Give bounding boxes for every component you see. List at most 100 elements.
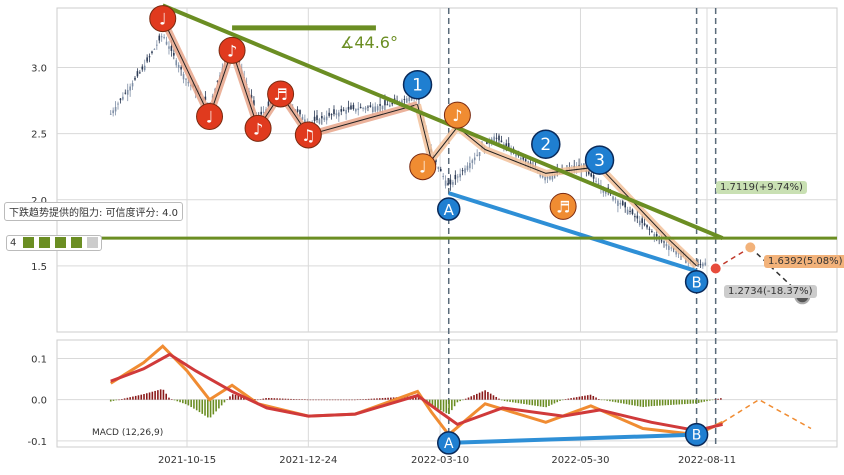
macd-hist-bar (639, 399, 642, 407)
candle-body (296, 109, 299, 112)
macd-hist-bar (301, 399, 303, 400)
macd-hist-bar (439, 399, 442, 411)
macd-hist-bar (623, 399, 625, 404)
candle-body (328, 112, 330, 116)
candle-body (675, 251, 677, 255)
macd-hist-bar (584, 395, 586, 400)
candle-body (364, 107, 367, 110)
macd-hist-bar (711, 399, 714, 401)
wave-marker-circle (402, 69, 433, 100)
candle-body (702, 263, 704, 267)
macd-hist-bar (256, 399, 259, 401)
candle-body (168, 46, 170, 49)
rating-star-icon (54, 237, 66, 248)
x-tick-label: 2021-10-15 (158, 455, 216, 466)
macd-hist-bar (628, 399, 631, 405)
macd-wave-marker-circle (684, 422, 709, 447)
macd-hist-bar (240, 396, 242, 400)
macd-hist-bar (162, 389, 165, 400)
note-marker-circle (267, 80, 295, 108)
macd-hist-bar (467, 397, 470, 400)
candle-body (655, 234, 658, 237)
candle-body (318, 119, 321, 124)
macd-hist-bar (118, 399, 120, 401)
candle-body (362, 107, 364, 109)
candle-body (478, 152, 481, 157)
macd-hist-bar (317, 399, 320, 401)
macd-hist-bar (445, 399, 448, 414)
candle-body (466, 165, 469, 170)
macd-hist-bar (154, 390, 156, 400)
macd-hist-bar (370, 398, 373, 400)
candle-body (403, 98, 406, 100)
macd-hist-bar (609, 399, 611, 402)
candle-body (139, 72, 141, 74)
candle-body (629, 210, 631, 212)
macd-hist-bar (525, 399, 528, 405)
candle-body (587, 169, 590, 175)
macd-hist-bar (415, 396, 417, 400)
macd-hist-bar (489, 393, 492, 400)
candle-body (617, 200, 619, 206)
macd-hist-bar (484, 390, 486, 400)
macd-hist-bar (359, 399, 362, 400)
candle-body (541, 174, 544, 178)
macd-hist-bar (614, 399, 617, 403)
candle-body (143, 65, 146, 71)
macd-hist-bar (689, 399, 692, 404)
macd-hist-bar (714, 399, 717, 400)
macd-hist-bar (187, 399, 190, 406)
macd-hist-bar (448, 399, 450, 415)
candle-body (299, 110, 301, 115)
note-marker-icon: ♬ (556, 197, 570, 216)
projection-up-dot (743, 240, 758, 255)
candle-body (182, 74, 185, 80)
x-tick-label: 2021-12-24 (279, 455, 337, 466)
candle-body (595, 180, 597, 182)
macd-hist-bar (365, 399, 367, 400)
macd-hist-bar (287, 398, 290, 400)
macd-hist-bar (606, 399, 608, 401)
macd-hist-bar (367, 398, 370, 400)
macd-hist-bar (681, 399, 683, 405)
macd-hist-bar (500, 399, 503, 401)
macd-hist-bar (559, 399, 561, 401)
candle-body (369, 105, 372, 108)
macd-hist-bar (672, 399, 675, 405)
macd-hist-bar (661, 399, 664, 406)
macd-hist-bar (592, 395, 595, 400)
macd-hist-bar (545, 399, 547, 408)
macd-hist-bar (126, 397, 129, 400)
candle-body (646, 224, 648, 228)
macd-hist-bar (309, 399, 312, 401)
candle-body (333, 109, 335, 115)
macd-y-tick-label: 0.1 (31, 355, 47, 366)
macd-wave-marker-label: B (692, 428, 702, 444)
macd-hist-bar (708, 399, 711, 401)
macd-hist-bar (123, 398, 126, 400)
candle-body (651, 231, 653, 233)
note-marker-circle (218, 36, 246, 64)
macd-hist-bar (284, 398, 287, 400)
candle-body (323, 117, 326, 120)
candle-body (335, 113, 338, 116)
candle-body (359, 106, 362, 109)
macd-hist-bar (190, 399, 192, 408)
macd-hist-bar (193, 399, 195, 409)
candle-body (352, 104, 355, 110)
candle-body (355, 108, 357, 112)
candle-body (447, 183, 449, 186)
macd-hist-bar (165, 393, 167, 400)
macd-hist-bar (334, 399, 337, 401)
macd-hist-bar (586, 395, 589, 400)
macd-hist-bar (198, 399, 201, 413)
candle-body (136, 71, 139, 77)
macd-hist-bar (182, 399, 184, 404)
macd-hist-bar (437, 399, 439, 409)
macd-hist-bar (697, 399, 700, 403)
macd-hist-bar (201, 399, 204, 414)
macd-hist-bar (636, 399, 639, 407)
macd-hist-bar (304, 399, 306, 401)
candle-body (153, 48, 156, 50)
target-up-1-label: 1.7119(+9.74%) (716, 181, 807, 194)
